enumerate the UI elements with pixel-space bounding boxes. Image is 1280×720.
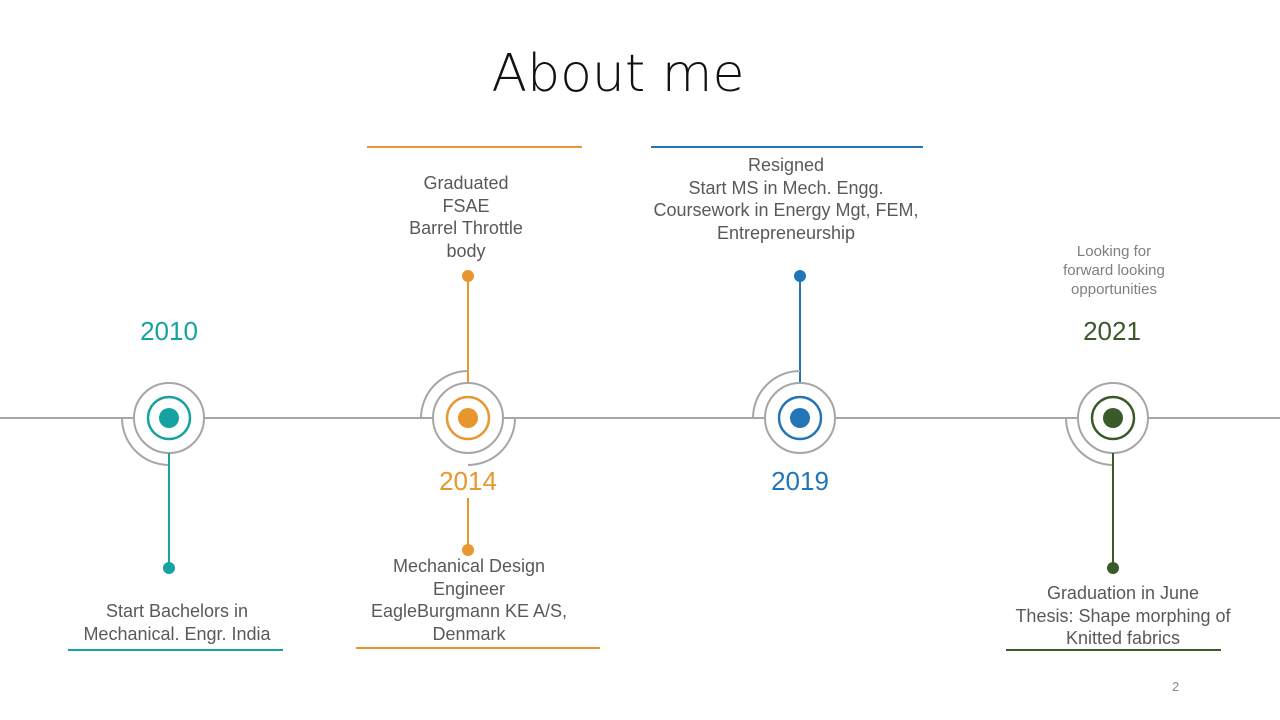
milestone-2010-text: Start Bachelors in Mechanical. Engr. Ind… [42,600,312,645]
milestone-2014-bottom-text: Mechanical Design Engineer EagleBurgmann… [334,555,604,645]
text-line: Resigned [747,155,825,175]
text-line: forward looking [1063,262,1165,279]
year-2021: 2021 [1083,316,1141,346]
text-line: Engineer [432,578,506,599]
text-line: Entrepreneurship [716,222,856,243]
milestone-2014-top-text: Graduated FSAE Barrel Throttle body [356,172,576,262]
text-line: Coursework in Energy Mgt, FEM, [653,200,919,220]
text-line: Denmark [432,623,506,644]
text-line: Graduated [423,173,509,193]
text-line: EagleBurgmann KE A/S, [370,601,568,621]
text-line: FSAE [442,195,490,216]
text-line: opportunities [1071,281,1157,298]
milestone-2021-text: Graduation in June Thesis: Shape morphin… [983,582,1263,650]
text-line: Start MS in Mech. Engg. [688,177,884,198]
milestone-2019-node [651,146,923,454]
milestone-2021-note: Looking for forward looking opportunitie… [1034,242,1194,299]
year-2019: 2019 [771,466,829,496]
milestone-2014-node [356,146,600,649]
milestone-2019-text: Resigned Start MS in Mech. Engg. Coursew… [636,154,936,244]
text-line: body [446,240,486,261]
text-line: Mechanical Design [392,556,546,576]
year-2010: 2010 [140,316,198,346]
slide-title: About me [491,44,745,104]
text-line: Start Bachelors in [105,601,249,621]
text-line: Graduation in June [1046,583,1200,603]
milestone-2010-node [68,382,283,651]
page-number: 2 [1172,679,1180,694]
text-line: Thesis: Shape morphing of [1015,605,1231,626]
text-line: Mechanical. Engr. India [83,623,271,644]
text-line: Looking for [1076,243,1152,260]
milestone-2021-node [1006,382,1221,651]
text-line: Barrel Throttle [409,218,523,238]
year-2014: 2014 [439,466,497,496]
text-line: Knitted fabrics [1065,628,1181,648]
